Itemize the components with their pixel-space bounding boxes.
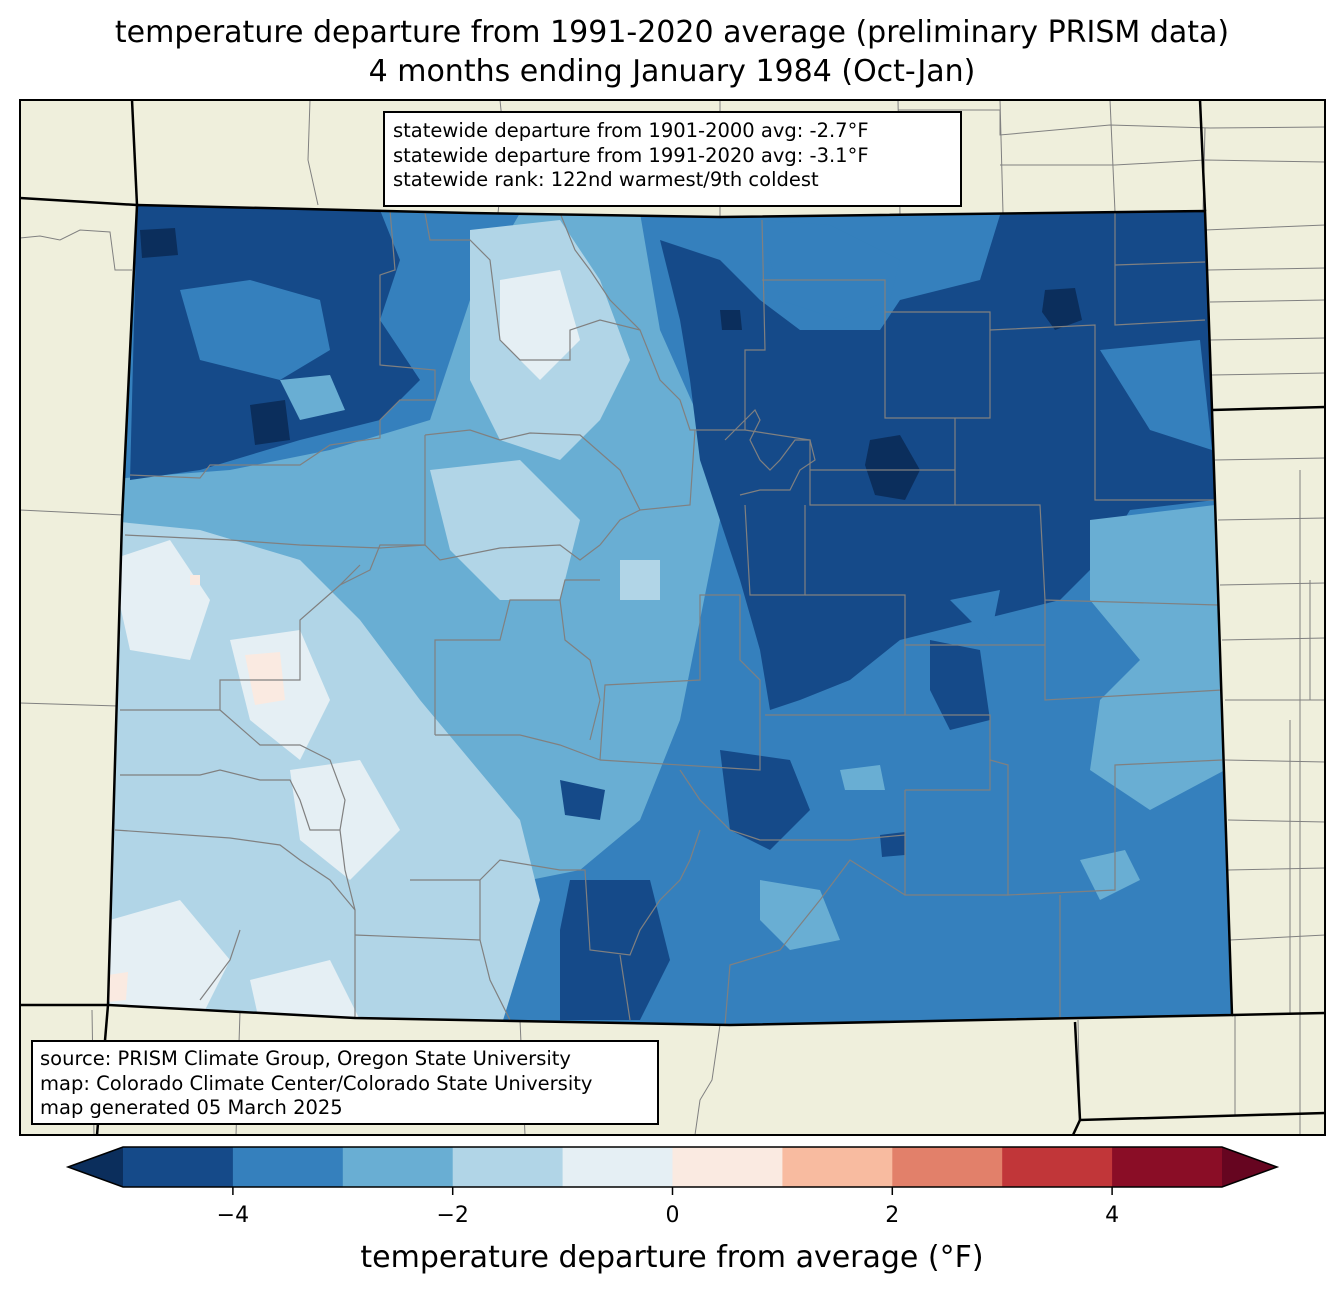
colorbar-tick-label: −2 bbox=[436, 1203, 469, 1228]
colorado-county-lines bbox=[114, 209, 1223, 1025]
stats-line-1901-2000: statewide departure from 1901-2000 avg: … bbox=[393, 119, 869, 142]
colorbar-segment bbox=[782, 1147, 893, 1187]
statewide-stats-box: statewide departure from 1901-2000 avg: … bbox=[383, 111, 962, 207]
source-box: source: PRISM Climate Group, Oregon Stat… bbox=[31, 1040, 659, 1125]
colorbar-label: temperature departure from average (°F) bbox=[360, 1240, 984, 1275]
colorbar-segment bbox=[232, 1147, 344, 1187]
colorbar-segment bbox=[342, 1147, 454, 1187]
source-line-generated: map generated 05 March 2025 bbox=[40, 1096, 343, 1119]
temperature-field bbox=[108, 205, 1232, 1025]
colorbar-segment bbox=[123, 1147, 234, 1187]
map-title-line1: temperature departure from 1991-2020 ave… bbox=[114, 15, 1230, 50]
metro-boundaries bbox=[724, 408, 816, 496]
colorbar-segment bbox=[892, 1147, 1003, 1187]
colorbar bbox=[65, 1146, 1280, 1195]
source-line-map: map: Colorado Climate Center/Colorado St… bbox=[40, 1071, 593, 1095]
colorbar-tick-label: −4 bbox=[216, 1203, 250, 1228]
map-title-line2: 4 months ending January 1984 (Oct-Jan) bbox=[368, 54, 976, 89]
stats-line-rank: statewide rank: 122nd warmest/9th coldes… bbox=[393, 168, 819, 191]
colorbar-outline bbox=[65, 1146, 1280, 1188]
colorbar-segment bbox=[672, 1147, 783, 1187]
colorbar-segment bbox=[1002, 1147, 1113, 1187]
colorbar-segment bbox=[1112, 1147, 1223, 1187]
colorbar-segments bbox=[123, 1147, 1223, 1187]
source-line-prism: source: PRISM Climate Group, Oregon Stat… bbox=[40, 1047, 571, 1070]
colorbar-under-extension bbox=[68, 1147, 123, 1187]
colorbar-segment bbox=[452, 1147, 564, 1187]
colorbar-ticks bbox=[232, 1187, 1113, 1195]
colorbar-tick-label: 4 bbox=[1105, 1203, 1120, 1228]
colorbar-segment bbox=[562, 1147, 673, 1187]
colorbar-tick-label: 0 bbox=[665, 1203, 680, 1228]
stats-line-1991-2020: statewide departure from 1991-2020 avg: … bbox=[393, 143, 869, 167]
colorbar-over-extension bbox=[1222, 1147, 1277, 1187]
colorbar-tick-label: 2 bbox=[885, 1203, 900, 1228]
map-frame bbox=[19, 99, 1326, 1136]
